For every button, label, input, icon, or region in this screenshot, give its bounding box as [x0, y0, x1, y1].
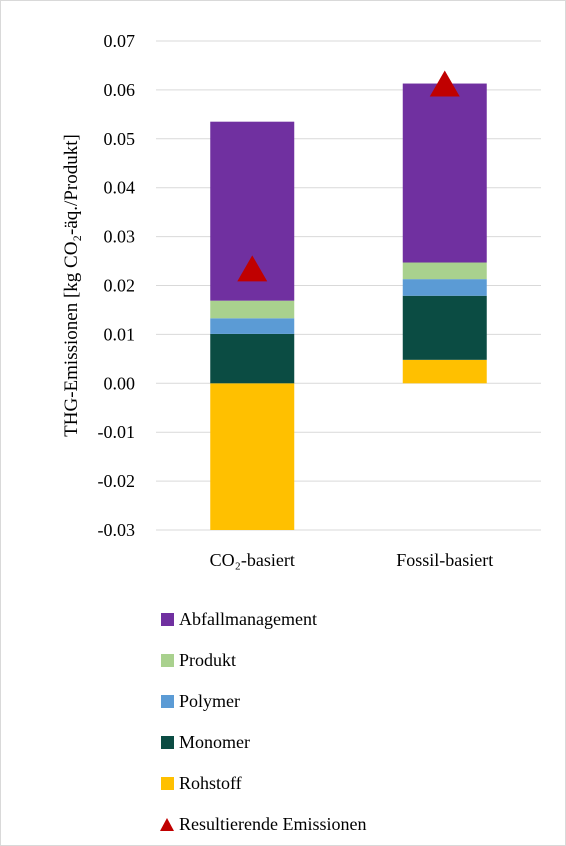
legend-item-monomer: Monomer [161, 722, 366, 763]
bar-segment-produkt [402, 262, 487, 280]
x-tick-label: CO₂-basiert [210, 550, 295, 570]
legend-item-abfallmanagement: Abfallmanagement [161, 599, 366, 640]
legend: Abfallmanagement Produkt Polymer Monomer… [160, 599, 367, 845]
bar-segment-polymer [210, 318, 295, 334]
result-marker [429, 70, 460, 97]
legend-swatch-monomer [161, 736, 174, 749]
y-tick-label: 0.03 [104, 227, 136, 247]
y-tick-label: 0.04 [104, 178, 136, 198]
legend-label: Polymer [179, 691, 240, 711]
legend-item-polymer: Polymer [161, 681, 366, 722]
y-tick-label: 0.06 [104, 80, 136, 100]
y-tick-label: 0.07 [104, 31, 136, 51]
bar-segment-polymer [402, 279, 487, 296]
bar-chart: -0.03 -0.02 -0.01 0.00 0.01 0.02 0.03 0.04 0.05 0… [61, 31, 541, 570]
y-tick-label: -0.02 [98, 471, 136, 491]
bar-segment-monomer [402, 295, 487, 360]
bar-segment-monomer [210, 333, 295, 384]
bar-segment-rohstoff [402, 359, 487, 384]
bar-segment-produkt [210, 300, 295, 319]
y-tick-label: 0.00 [104, 373, 136, 393]
result-marker [237, 255, 268, 282]
bar-segment-rohstoff [210, 383, 295, 530]
y-tick-label: -0.03 [98, 520, 136, 540]
y-tick-label: -0.01 [98, 422, 136, 442]
legend-label: Abfallmanagement [179, 609, 317, 629]
legend-label: Produkt [179, 650, 237, 670]
legend-label: Rohstoff [179, 773, 242, 793]
triangle-marker-icon [160, 818, 174, 831]
bar-segment-abfallmanagement [402, 83, 487, 263]
legend-label: Monomer [179, 732, 250, 752]
legend-swatch-produkt [161, 654, 174, 667]
y-tick-label: 0.02 [104, 276, 136, 296]
y-tick-label: 0.01 [104, 324, 136, 344]
y-tick-label: 0.05 [104, 129, 136, 149]
legend-swatch-rohstoff [161, 777, 174, 790]
legend-item-produkt: Produkt [161, 640, 366, 681]
y-axis-title: THG-Emissionen [kg CO₂-äq./Produkt] [61, 134, 82, 437]
x-tick-label: Fossil-basiert [396, 550, 493, 570]
legend-label: Resultierende Emissionen [179, 814, 367, 834]
legend-item-resultierende-emissionen: Resultierende Emissionen [160, 804, 367, 845]
legend-swatch-polymer [161, 695, 174, 708]
legend-swatch-abfallmanagement [161, 613, 174, 626]
legend-item-rohstoff: Rohstoff [161, 763, 366, 804]
